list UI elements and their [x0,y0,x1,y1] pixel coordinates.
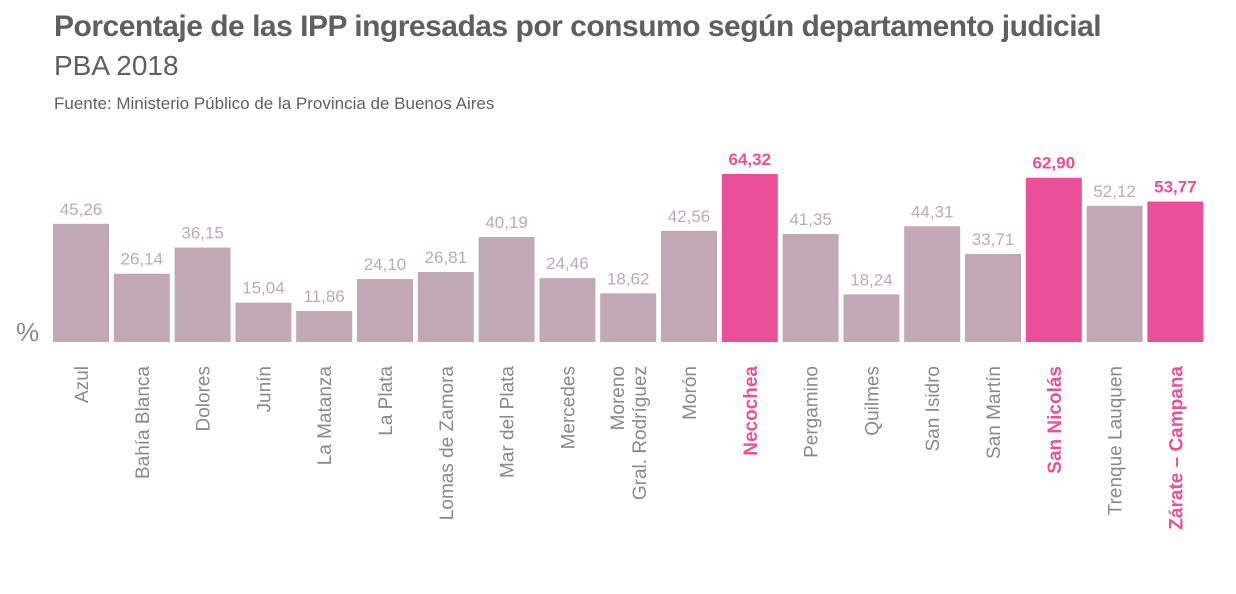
bar [235,302,292,342]
data-label: 62,90 [1033,154,1076,173]
category-tick-label: Mar del Plata [498,366,519,478]
bar [478,237,535,342]
category-tick-label: Azul [72,366,93,403]
category-tick-label: San Nicolás [1045,366,1066,474]
bar [539,278,596,342]
bar [661,230,717,342]
category-tick-label: Necochea [741,366,762,456]
data-label: 64,32 [729,150,772,169]
data-label: 44,31 [911,202,954,221]
data-label: 15,04 [242,279,285,298]
bar [843,294,900,342]
bar [721,174,778,342]
category-tick-label: La Plata [376,366,397,436]
data-label: 41,35 [789,210,832,229]
data-label: 42,56 [668,207,711,226]
data-label: 36,15 [181,224,224,243]
bar [357,279,413,342]
category-tick-label: Morón [680,366,701,420]
chart-source: Fuente: Ministerio Público de la Provinc… [54,94,495,113]
data-label: 24,46 [546,254,589,273]
data-label: 26,14 [121,250,164,269]
data-label: 18,24 [850,270,893,289]
category-tick-label: La Matanza [315,366,336,466]
bar [782,233,839,342]
bar [1025,177,1082,342]
category-tick-label: Junín [254,366,275,412]
bar [965,253,1021,342]
category-tick-label: Quilmes [862,366,883,436]
category-tick-label: Dolores [194,366,215,431]
bar [904,226,961,342]
bar [417,271,474,342]
y-unit-label: % [16,317,39,347]
data-label: 40,19 [485,213,528,232]
category-tick-label: Zárate – Campana [1166,366,1187,530]
data-label: 11,86 [304,287,345,306]
data-label: 18,62 [607,269,650,288]
category-tick-label: MorenoGral. Rodríguez [608,366,651,500]
category-tick-label: Bahía Blanca [133,366,154,479]
bar [174,247,231,342]
bar [1086,205,1143,342]
category-tick-label: Pergamino [802,366,823,458]
chart-subtitle: PBA 2018 [54,50,179,81]
data-label: 33,71 [972,230,1015,249]
data-label: 52,12 [1093,182,1136,201]
category-tick-label: Trenque Lauquen [1106,366,1127,515]
bar [53,223,109,342]
category-tick-label: Lomas de Zamora [437,366,458,521]
category-tick-label: Mercedes [558,366,579,449]
data-label: 45,26 [60,200,103,219]
bar [113,273,170,342]
category-tick-label: San Isidro [923,366,944,452]
data-label: 53,77 [1154,178,1197,197]
bar [296,311,353,342]
bar [1147,201,1204,342]
data-label: 26,81 [425,248,468,267]
category-tick-label: San Martín [984,366,1005,459]
data-label: 24,10 [364,255,407,274]
bar [600,293,657,342]
chart-title: Porcentaje de las IPP ingresadas por con… [54,10,1102,43]
